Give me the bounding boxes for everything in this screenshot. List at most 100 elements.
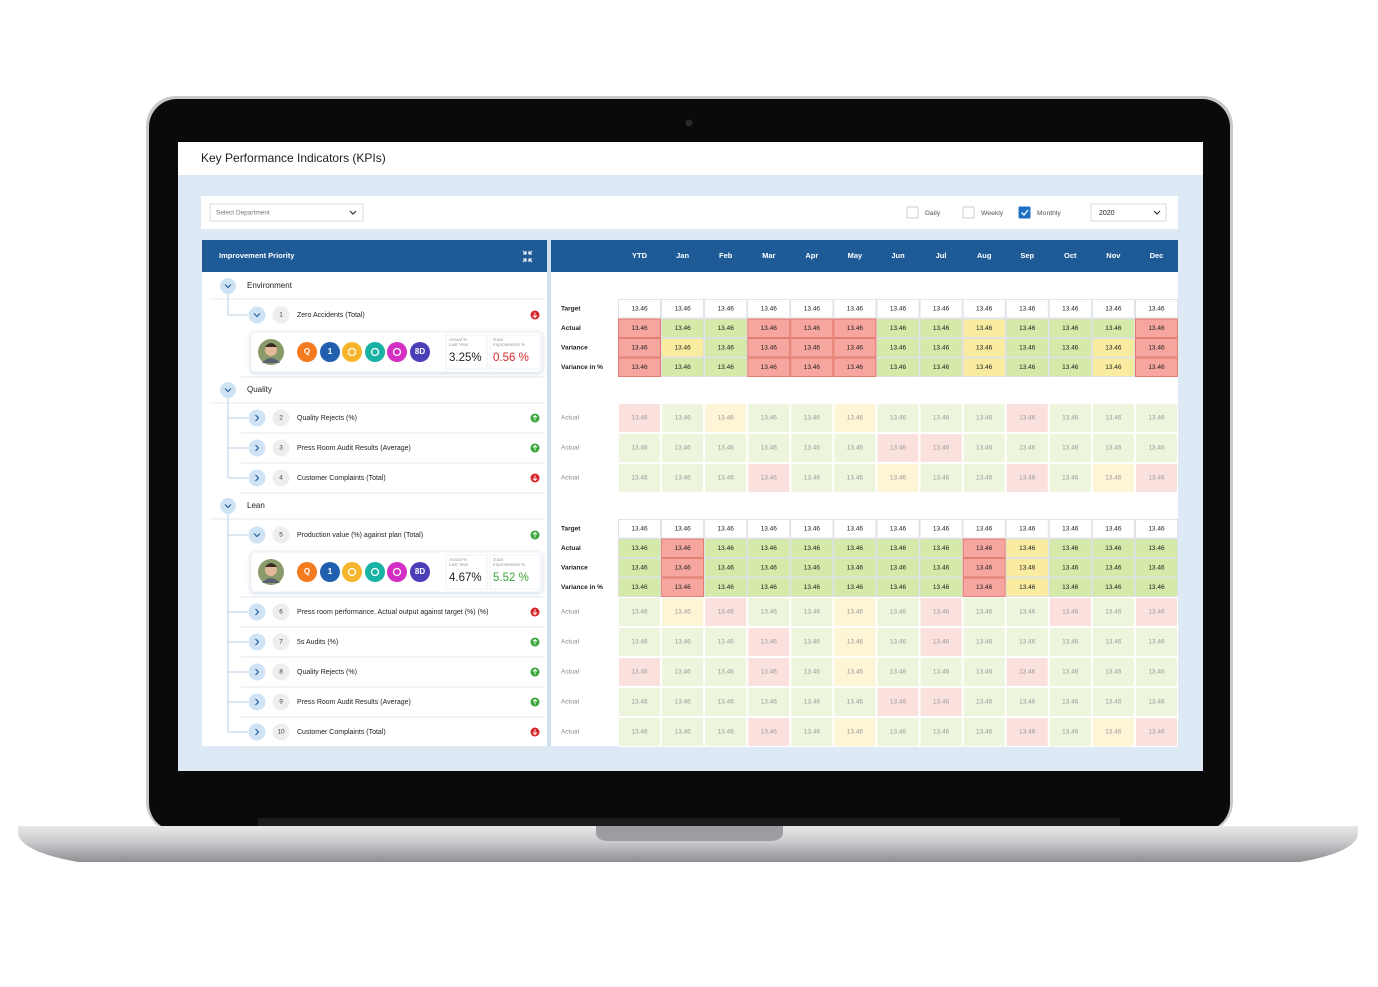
tool-badge-icon xyxy=(392,347,402,357)
tool-badge[interactable] xyxy=(387,342,407,362)
cell-bg xyxy=(747,597,791,627)
cell-value: 13.46 xyxy=(1019,325,1036,332)
checkbox[interactable] xyxy=(906,206,919,219)
cell-value: 13.46 xyxy=(933,325,950,332)
cell-value: 13.46 xyxy=(890,475,907,482)
expand-toggle[interactable] xyxy=(248,633,266,651)
cell-value: 13.46 xyxy=(933,344,950,351)
cell-value: 13.46 xyxy=(1019,669,1036,676)
cell-bg xyxy=(833,687,877,717)
expand-toggle[interactable] xyxy=(220,382,236,398)
cell-bg xyxy=(1134,657,1179,687)
dropdown-arrow xyxy=(1153,210,1161,215)
cell-value: 13.46 xyxy=(804,639,821,646)
cell-bg xyxy=(1134,403,1179,433)
tool-badge[interactable] xyxy=(365,342,385,362)
department-select[interactable] xyxy=(209,203,364,222)
year-select[interactable] xyxy=(1090,203,1167,222)
checkbox[interactable] xyxy=(1018,206,1031,219)
tool-badge[interactable] xyxy=(410,562,430,582)
expand-toggle[interactable] xyxy=(248,663,266,681)
cell-value: 13.46 xyxy=(933,545,950,552)
cell-bg xyxy=(618,463,662,493)
expand-toggle[interactable] xyxy=(248,723,266,741)
cell-value: 13.46 xyxy=(761,325,778,332)
cell-value: 13.46 xyxy=(933,699,950,706)
cell-bg xyxy=(618,299,661,319)
cell-bg xyxy=(1091,717,1135,747)
row-label: Actual xyxy=(561,729,580,736)
expand-toggle[interactable] xyxy=(248,409,266,427)
cell-value: 13.46 xyxy=(718,344,735,351)
cell-bg xyxy=(661,519,705,539)
tool-badge-text: 8D xyxy=(415,567,425,576)
chevron xyxy=(255,728,260,736)
expand-toggle[interactable] xyxy=(220,498,236,514)
expand-toggle[interactable] xyxy=(248,439,266,457)
cell-value: 13.46 xyxy=(1062,729,1079,736)
cell-value: 13.46 xyxy=(1019,445,1036,452)
cell-value: 13.46 xyxy=(847,525,864,532)
cell-value: 13.46 xyxy=(1148,584,1165,591)
cell-bg xyxy=(661,717,705,747)
cell-bg xyxy=(962,433,1006,463)
tool-badge[interactable] xyxy=(365,562,385,582)
tool-badge[interactable] xyxy=(410,342,430,362)
tool-badge[interactable] xyxy=(320,342,340,362)
expand-toggle[interactable] xyxy=(248,526,266,544)
cell-value: 13.46 xyxy=(890,729,907,736)
cell-value: 13.46 xyxy=(718,584,735,591)
cell-value: 13.46 xyxy=(718,364,735,371)
expand-toggle[interactable] xyxy=(248,693,266,711)
cell-value: 13.46 xyxy=(1062,639,1079,646)
tool-badge[interactable] xyxy=(297,562,317,582)
cell-value: 13.46 xyxy=(1148,564,1165,571)
cell-bg xyxy=(1134,717,1179,747)
item-name: Quality Rejects (%) xyxy=(297,669,357,676)
cell-value: 13.46 xyxy=(1062,584,1079,591)
stat-value: 5.52 % xyxy=(493,572,529,584)
expand-toggle[interactable] xyxy=(248,469,266,487)
collapse-icon[interactable] xyxy=(522,250,533,263)
cell-bg xyxy=(1091,463,1135,493)
expand-toggle[interactable] xyxy=(220,278,236,294)
stat-label: Goal xyxy=(493,557,503,562)
cell-bg xyxy=(919,717,963,747)
cell-bg xyxy=(962,318,1006,338)
tool-badge[interactable] xyxy=(342,562,362,582)
cell-value: 13.46 xyxy=(631,564,648,571)
cell-value: 13.46 xyxy=(761,364,778,371)
cell-bg xyxy=(1135,558,1178,578)
cell-value: 13.46 xyxy=(718,475,735,482)
cell-value: 13.46 xyxy=(718,415,735,422)
item-number: 6 xyxy=(279,609,283,616)
cell-value: 13.46 xyxy=(1062,344,1079,351)
column-header: YTD xyxy=(632,251,648,260)
cell-bg xyxy=(1005,318,1049,338)
expand-toggle[interactable] xyxy=(248,603,266,621)
cell-bg xyxy=(704,657,748,687)
tool-badge[interactable] xyxy=(297,342,317,362)
tool-badge-icon xyxy=(347,347,357,357)
cell-bg xyxy=(962,717,1006,747)
tool-badge[interactable] xyxy=(320,562,340,582)
cell-value: 13.46 xyxy=(933,584,950,591)
filter-label: Weekly xyxy=(981,210,1004,217)
cell-value: 13.46 xyxy=(976,415,993,422)
checkbox[interactable] xyxy=(962,206,975,219)
cell-bg xyxy=(919,519,963,539)
expand-toggle[interactable] xyxy=(248,306,266,324)
cell-value: 13.46 xyxy=(631,325,648,332)
cell-bg xyxy=(1048,558,1092,578)
cell-bg xyxy=(747,657,791,687)
cell-bg xyxy=(1005,519,1049,539)
cell-bg xyxy=(919,558,963,578)
cell-value: 13.46 xyxy=(631,344,648,351)
cell-value: 13.46 xyxy=(674,545,691,552)
tool-badge[interactable] xyxy=(387,562,407,582)
group-name: Lean xyxy=(247,501,265,510)
cell-bg xyxy=(833,433,877,463)
tool-badge[interactable] xyxy=(342,342,362,362)
item-number: 5 xyxy=(279,532,283,539)
cell-value: 13.46 xyxy=(847,699,864,706)
